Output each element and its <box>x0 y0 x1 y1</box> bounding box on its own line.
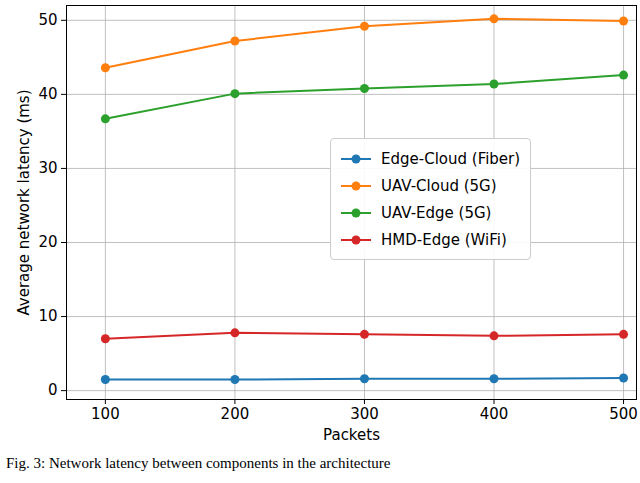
html-text:UAV-Edge (5G): UAV-Edge (5G) <box>381 203 492 222</box>
svg-text:500: 500 <box>609 405 638 423</box>
svg-text:0: 0 <box>48 381 58 399</box>
svg-text:50: 50 <box>38 11 57 29</box>
svg-text:300: 300 <box>350 405 379 423</box>
html-text:Edge-Cloud (Fiber): Edge-Cloud (Fiber) <box>381 149 521 168</box>
svg-text:400: 400 <box>480 405 509 423</box>
svg-text:10: 10 <box>38 307 57 325</box>
svg-text:100: 100 <box>91 405 120 423</box>
html-text:UAV-Cloud (5G): UAV-Cloud (5G) <box>381 176 497 195</box>
svg-text:40: 40 <box>38 85 57 103</box>
html-text:Fig. 3: Network latency betwee: Fig. 3: Network latency between componen… <box>6 455 391 471</box>
html-text:HMD-Edge (WiFi): HMD-Edge (WiFi) <box>381 230 507 249</box>
svg-text:200: 200 <box>221 405 250 423</box>
svg-text:30: 30 <box>38 159 57 177</box>
svg-text:Average network latency (ms): Average network latency (ms) <box>15 89 33 315</box>
svg-text:20: 20 <box>38 233 57 251</box>
svg-text:Packets: Packets <box>323 426 380 444</box>
